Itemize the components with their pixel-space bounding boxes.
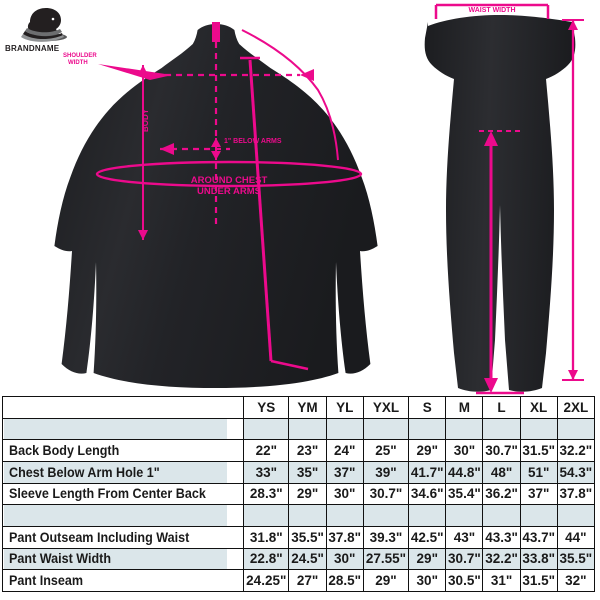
svg-text:SHOULDER: SHOULDER: [63, 53, 97, 59]
svg-text:BRANDNAME: BRANDNAME: [5, 44, 60, 53]
svg-text:BODY: BODY: [141, 108, 150, 132]
svg-text:UNDER ARMS: UNDER ARMS: [197, 186, 261, 197]
svg-text:1" BELOW ARMS: 1" BELOW ARMS: [224, 138, 282, 145]
svg-text:AROUND CHEST: AROUND CHEST: [191, 175, 268, 186]
svg-text:WIDTH: WIDTH: [68, 60, 88, 66]
svg-text:WAIST WIDTH: WAIST WIDTH: [468, 7, 515, 14]
